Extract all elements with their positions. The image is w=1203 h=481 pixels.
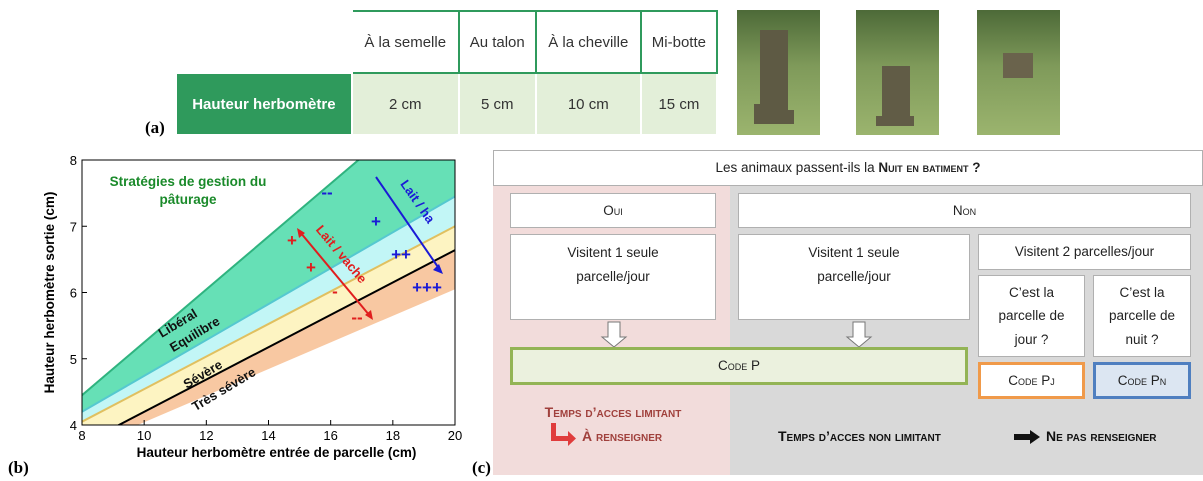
band-edge xyxy=(82,160,360,396)
code-pn-box: Code Pn xyxy=(1093,362,1191,399)
annotation: - xyxy=(332,282,338,301)
boot-table: Repère à la botte À la semelle Au talon À l… xyxy=(175,10,719,136)
question-emphasis: Nuit en batiment xyxy=(878,160,969,176)
chart: 8 10 12 14 16 18 20 4 5 6 7 8 Hauteur herbomètre ent… xyxy=(42,153,462,460)
plot-area xyxy=(82,160,455,425)
photo xyxy=(977,10,1060,135)
x-tick-label: 12 xyxy=(199,428,213,443)
cell: 10 cm xyxy=(534,72,642,136)
arrow xyxy=(299,231,371,317)
cell: À la cheville xyxy=(534,10,642,74)
x-axis-label: Hauteur herbomètre entrée de parcelle (c… xyxy=(137,445,417,460)
panel-label: (c) xyxy=(472,458,491,477)
question-suffix: ? xyxy=(972,160,981,176)
chart-title: Stratégies de gestion du pâturage xyxy=(110,174,267,207)
arrow-head xyxy=(433,264,443,274)
cell: Hauteur herbomètre xyxy=(175,72,353,136)
table: Repère à la botte À la semelle Au talon À l… xyxy=(175,10,719,136)
annotation: ++ xyxy=(391,245,411,264)
arrow xyxy=(551,423,576,446)
x-tick-label: 10 xyxy=(137,428,151,443)
y-tick-label: 4 xyxy=(70,418,77,433)
x-tick-label: 14 xyxy=(261,428,275,443)
x-tick-label: 8 xyxy=(78,428,85,443)
question-box: C’est la parcelle de nuit ? xyxy=(1093,275,1191,357)
visit-box: Visitent 1 seule parcelle/jour xyxy=(738,234,970,320)
y-tick-label: 8 xyxy=(70,153,77,168)
ne-pas-label: Ne pas renseigner xyxy=(1046,428,1157,444)
x-tick-label: 16 xyxy=(323,428,337,443)
y-tick-label: 7 xyxy=(70,219,77,234)
band-edge xyxy=(116,249,455,425)
non-limitant-label: Temps d’acces non limitant xyxy=(778,428,941,444)
annotation: +++ xyxy=(412,278,442,297)
band-edge xyxy=(82,225,455,423)
annotation: + xyxy=(287,231,297,250)
arrow xyxy=(1014,430,1040,444)
annotation: + xyxy=(371,212,381,231)
annotation: + xyxy=(306,258,316,277)
renseigner-label: À renseigner xyxy=(582,428,663,444)
photo xyxy=(856,10,939,135)
cell: Au talon xyxy=(457,10,537,74)
cell: 2 cm xyxy=(350,72,460,136)
oui-box: Oui xyxy=(510,193,716,228)
limitant-label: Temps d’acces limitant xyxy=(544,404,682,420)
panel-label: (a) xyxy=(145,118,165,137)
arrow xyxy=(375,176,441,271)
photo xyxy=(737,10,820,135)
question-prefix: Les animaux passent-ils la xyxy=(715,160,875,176)
visit-box: Visitent 1 seule parcelle/jour xyxy=(510,234,716,320)
band xyxy=(82,160,455,412)
chart-title-line: Stratégies de gestion du xyxy=(110,174,267,189)
chart-title-line: pâturage xyxy=(159,192,217,207)
band-edge xyxy=(82,195,455,413)
y-tick-label: 6 xyxy=(70,286,77,301)
band xyxy=(82,196,455,422)
code-pj-box: Code Pj xyxy=(978,362,1085,399)
y-axis-label: Hauteur herbomètre sortie (cm) xyxy=(42,192,57,394)
non-box: Non xyxy=(738,193,1191,228)
panel-label: (b) xyxy=(8,458,29,477)
cell: À la semelle xyxy=(350,10,460,74)
question-box: Les animaux passent-ils la Nuit en batim… xyxy=(493,150,1203,186)
y-tick-label: 5 xyxy=(70,352,77,367)
arrow xyxy=(845,321,873,348)
arrow xyxy=(600,321,628,348)
boot-photos xyxy=(737,10,1060,135)
x-tick-label: 20 xyxy=(448,428,462,443)
code-p-box: Code P xyxy=(510,347,968,385)
question-box: C’est la parcelle de jour ? xyxy=(978,275,1085,357)
cell: Repère à la botte xyxy=(175,10,353,74)
annotation: -- xyxy=(351,308,362,327)
cell: Mi-botte xyxy=(639,10,719,74)
visit-box: Visitent 2 parcelles/jour xyxy=(978,234,1191,270)
cell: 5 cm xyxy=(457,72,537,136)
cell: 15 cm xyxy=(639,72,719,136)
x-tick-label: 18 xyxy=(386,428,400,443)
annotation: -- xyxy=(321,183,332,202)
